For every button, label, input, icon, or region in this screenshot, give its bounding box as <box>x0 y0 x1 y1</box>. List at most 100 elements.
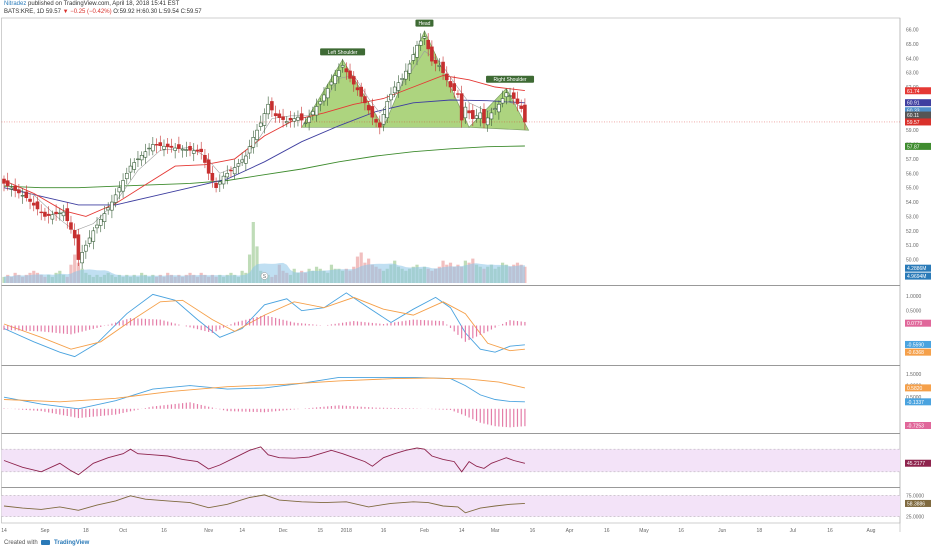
candle-body <box>467 110 471 114</box>
candle-body <box>206 159 211 174</box>
candle-body <box>69 222 73 230</box>
rsi-line <box>3 446 526 476</box>
time-tick-label: 18 <box>757 528 763 534</box>
candle-body <box>240 159 244 163</box>
candle-body <box>173 147 177 151</box>
pattern-label: Left Shoulder <box>328 50 358 56</box>
candle-body <box>433 59 438 64</box>
price-tick-label: 54.00 <box>906 200 919 206</box>
time-tick-label: 16 <box>530 528 536 534</box>
candle-body <box>508 95 512 97</box>
candle-body <box>72 230 77 239</box>
author-name[interactable]: Nitradez <box>4 1 27 7</box>
candle-body <box>232 167 237 175</box>
symbol-legend: BATS:KRE, 1D 59.57 ▼ −0.25 (−0.42%) O:59… <box>4 9 202 15</box>
price-tick-label: 53.00 <box>906 214 919 220</box>
time-tick-label: 16 <box>161 528 167 534</box>
volume-bar <box>73 254 77 283</box>
candle-body <box>87 237 92 244</box>
indicator-tick-label: 1.5000 <box>906 372 922 378</box>
created-with-text: Created with <box>4 540 38 547</box>
time-tick-label: May <box>639 528 649 534</box>
time-tick-label: 2018 <box>341 528 352 534</box>
candle-body <box>218 181 222 185</box>
candle-body <box>333 75 337 84</box>
signal-line <box>3 377 525 403</box>
candle-body <box>288 117 293 121</box>
time-tick-label: Dec <box>279 528 288 534</box>
candle-body <box>299 113 304 121</box>
candle-body <box>325 88 330 99</box>
tradingview-brand[interactable]: TradingView <box>54 540 90 547</box>
price-tag-bg <box>905 99 931 107</box>
candle-body <box>255 129 259 140</box>
candle-body <box>199 148 204 153</box>
candle-body <box>415 45 419 58</box>
candle-body <box>28 198 32 202</box>
candle-body <box>493 108 497 110</box>
price-tick-label: 63.00 <box>906 71 919 77</box>
time-tick-label: Aug <box>867 528 876 534</box>
price-tag-bg <box>905 107 931 115</box>
candle-body <box>46 213 51 216</box>
ma-green-line <box>3 145 525 189</box>
indicator-value-tag: -0.5590 <box>907 342 924 348</box>
candle-body <box>374 119 378 123</box>
candle-body <box>17 189 21 194</box>
candle-body <box>151 144 155 152</box>
indicator-value-tag-bg <box>905 340 931 348</box>
pattern-triangle <box>382 30 470 128</box>
indicator-tick-label: 75.0000 <box>906 493 924 499</box>
candle-body <box>355 87 360 91</box>
price-tag: 57.87 <box>907 144 920 150</box>
macd-line <box>3 292 525 358</box>
candle-body <box>337 70 341 78</box>
candle-body <box>303 122 308 125</box>
candle-body <box>448 81 453 88</box>
time-tick-label: Sep <box>40 528 49 534</box>
candle-body <box>169 145 174 148</box>
last-price: 59.57 <box>45 9 61 15</box>
price-tag-bg <box>905 264 931 272</box>
price-tag: 61.74 <box>907 89 920 95</box>
candle-body <box>370 106 375 118</box>
candle-body <box>478 112 483 119</box>
time-tick-label: Jun <box>718 528 726 534</box>
candle-body <box>307 116 311 123</box>
price-tag-bg <box>905 142 931 150</box>
indicator-value-tag: -0.1337 <box>907 400 924 406</box>
candle-body <box>136 158 140 161</box>
time-tick-label: Apr <box>566 528 574 534</box>
candle-body <box>474 115 479 119</box>
candle-body <box>344 68 349 73</box>
candle-body <box>322 94 326 102</box>
candle-body <box>221 175 226 185</box>
candle-body <box>511 92 516 99</box>
candle-body <box>80 252 84 264</box>
candle-body <box>162 145 166 150</box>
candle-body <box>124 172 129 180</box>
tradingview-logo-icon <box>41 540 51 545</box>
candle-body <box>426 39 430 50</box>
candle-body <box>489 112 494 120</box>
price-tag: 60.91 <box>907 101 920 107</box>
candle-body <box>247 146 252 154</box>
indicator-value-tag: 45.2177 <box>907 461 925 467</box>
indicator-value-tag-bg <box>905 319 931 327</box>
candle-body <box>281 116 285 120</box>
price-tick-label: 59.00 <box>906 128 919 134</box>
indicator-value-tag: -0.7253 <box>907 424 924 430</box>
candle-body <box>273 113 278 117</box>
candle-body <box>2 178 6 184</box>
indicator-value-tag-bg <box>905 384 931 392</box>
candle-body <box>113 194 118 203</box>
footer: Created with TradingView <box>4 540 89 546</box>
indicator-value-tag-bg <box>905 348 931 356</box>
price-tag-bg <box>905 87 931 95</box>
candle-body <box>378 122 382 128</box>
price-tag-bg <box>905 118 931 126</box>
pattern-label-bg <box>486 75 535 83</box>
price-tick-label: 65.00 <box>906 42 919 48</box>
candle-body <box>214 182 218 188</box>
